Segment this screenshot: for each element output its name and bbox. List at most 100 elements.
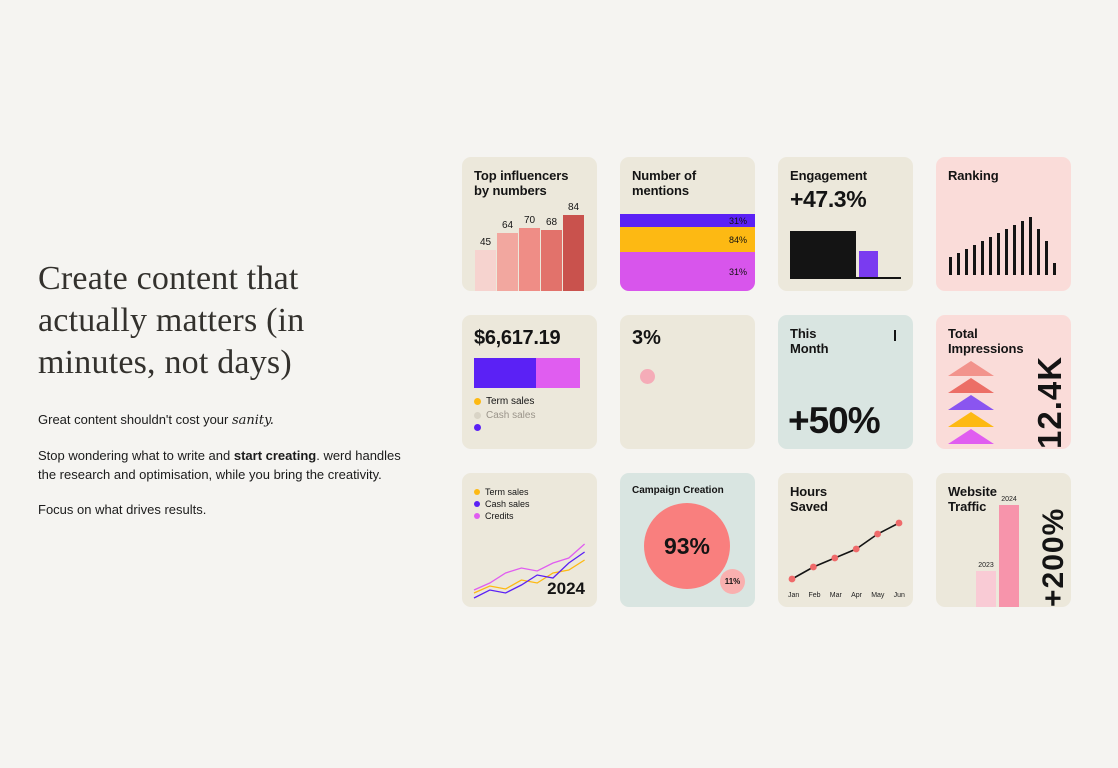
rank-bar (1021, 221, 1024, 275)
mention-row: 84% (620, 227, 755, 252)
sanity-script-text: sanity. (231, 413, 274, 429)
body-text-bold: start creating (233, 447, 317, 463)
card-sales-lines: Term sales Cash sales Credits 2024 (462, 473, 597, 607)
legend-label: Term sales (486, 396, 535, 407)
card-title: Ranking (948, 168, 999, 183)
rank-bar (973, 245, 976, 275)
traffic-bar: 2024 (999, 496, 1019, 607)
title-line: by numbers (474, 182, 547, 198)
card-title: Hours Saved (790, 484, 901, 515)
bar (497, 233, 518, 291)
hero-section: Create content that actually matters (in… (38, 258, 414, 519)
influencer-bar-chart: 45 64 70 68 84 (475, 202, 588, 291)
bar (541, 230, 562, 291)
data-point-dot (874, 530, 881, 538)
title-line: Total (948, 326, 978, 341)
rank-bar (1053, 263, 1056, 275)
data-point-dot (895, 519, 903, 527)
card-ranking: Ranking (936, 157, 1071, 291)
legend-item: Term sales (474, 487, 585, 497)
sales-split-bar (474, 358, 580, 388)
legend-dot (474, 412, 481, 419)
legend-dot (474, 501, 480, 507)
influencer-bar: 68 (541, 217, 562, 291)
triangle-icon (948, 395, 994, 410)
mention-pct-label: 31% (728, 215, 747, 226)
month-label: Mar (829, 592, 842, 599)
influencer-bar: 84 (563, 202, 584, 291)
card-website-traffic: Website Traffic 2023 2024 +200% (936, 473, 1071, 607)
card-title: Campaign Creation (632, 485, 724, 496)
legend-label: Credits (485, 511, 514, 521)
sales-legend: Term sales Cash sales (474, 396, 585, 431)
impressions-value: 12.4K (1031, 355, 1068, 449)
card-this-month: This Month +50% (778, 315, 913, 449)
title-line: Month (790, 340, 829, 356)
hours-line (791, 522, 900, 580)
engagement-bar-chart (790, 227, 901, 279)
legend-dot (474, 489, 480, 495)
legend-item: Cash sales (474, 410, 585, 421)
title-line: Website (948, 484, 997, 499)
engagement-value: +47.3% (790, 185, 867, 212)
bar-value-label: 70 (523, 215, 536, 226)
engagement-bar-secondary (859, 251, 878, 277)
year-label: 2024 (547, 579, 585, 598)
card-title: This Month (790, 326, 901, 357)
title-line: Hours (790, 484, 828, 499)
bar (475, 250, 496, 291)
three-percent-value: 3% (632, 327, 661, 349)
triangle-icon (948, 361, 994, 376)
rank-bar (1045, 241, 1048, 275)
bar-value-label: 68 (545, 217, 558, 228)
intro-text: Great content shouldn't cost your (38, 412, 232, 428)
influencer-bar: 64 (497, 220, 518, 291)
card-title: Engagement (790, 168, 868, 183)
legend-label: Cash sales (485, 499, 530, 509)
rank-bar (957, 253, 960, 275)
mentions-stacked-chart: 31% 84% 31% (620, 214, 755, 291)
traffic-bar-chart: 2023 2024 (976, 496, 1019, 607)
legend-label: Cash sales (486, 410, 536, 421)
sales-total-value: $6,617.19 (474, 327, 561, 349)
pink-dot (640, 369, 655, 384)
bar (976, 571, 996, 607)
hours-line-chart (788, 519, 903, 583)
card-engagement: Engagement +47.3% (778, 157, 913, 291)
card-top-influencers: Top influencers by numbers 45 64 70 68 84 (462, 157, 597, 291)
rank-bar (989, 237, 992, 275)
month-label: Feb (808, 592, 821, 599)
title-line: Impressions (948, 340, 1024, 356)
bar (999, 505, 1019, 607)
mention-row: 31% (620, 252, 755, 291)
this-month-value: +50% (788, 400, 881, 441)
mention-row: 31% (620, 214, 755, 227)
data-point-dot (831, 554, 839, 562)
card-number-of-mentions: Number of mentions 31% 84% 31% (620, 157, 755, 291)
title-line: Saved (790, 498, 828, 514)
title-line: Top influencers (474, 168, 569, 183)
card-title: Number of mentions (632, 168, 743, 199)
bar-value-label: 84 (567, 202, 580, 213)
legend-item: Cash sales (474, 499, 585, 509)
data-point-dot (810, 563, 817, 571)
card-sales-total: $6,617.19 Term sales Cash sales (462, 315, 597, 449)
sales-segment (536, 358, 580, 388)
legend-dot (474, 398, 481, 405)
rank-bar (997, 233, 1000, 275)
bar-value-label: 64 (501, 220, 514, 231)
traffic-value: +200% (1037, 507, 1070, 607)
traffic-bar-label: 2024 (1001, 496, 1017, 503)
rank-bar (1029, 217, 1032, 275)
traffic-bar-label: 2023 (978, 562, 994, 569)
rank-bar (1037, 229, 1040, 275)
legend-label: Term sales (485, 487, 529, 497)
mention-pct-label: 84% (728, 234, 747, 245)
closing-paragraph: Focus on what drives results. (38, 501, 207, 517)
card-campaign-creation: Campaign Creation 93% 11% (620, 473, 755, 607)
heading-line-1: Create content that (38, 260, 299, 297)
bar-value-label: 45 (479, 237, 492, 248)
rank-bar (965, 249, 968, 275)
triangle-icon (948, 429, 994, 444)
card-title: Top influencers by numbers (474, 168, 585, 199)
